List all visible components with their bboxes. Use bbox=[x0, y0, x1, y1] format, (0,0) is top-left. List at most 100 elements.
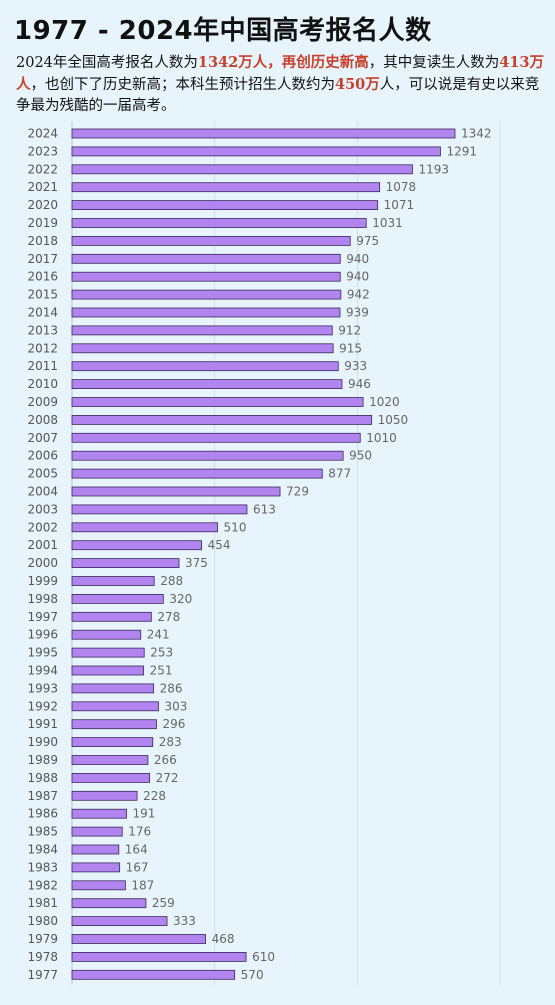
y-tick-label: 2004 bbox=[27, 485, 58, 499]
data-label: 228 bbox=[143, 789, 166, 803]
data-label: 191 bbox=[133, 807, 156, 821]
data-label: 167 bbox=[126, 860, 149, 874]
bar bbox=[71, 432, 361, 443]
y-tick-label: 1998 bbox=[27, 592, 58, 606]
data-label: 176 bbox=[128, 825, 151, 839]
bar bbox=[71, 558, 180, 568]
data-label: 1010 bbox=[366, 431, 397, 445]
y-tick-label: 1983 bbox=[27, 860, 58, 874]
data-label: 613 bbox=[253, 502, 276, 516]
y-tick-label: 1995 bbox=[27, 646, 58, 660]
desc-part-3: ，也创下了历史新高；本科生预计招生人数约为 bbox=[30, 77, 336, 93]
data-label: 940 bbox=[346, 270, 369, 284]
bar bbox=[71, 271, 341, 282]
y-tick-label: 1989 bbox=[27, 753, 58, 767]
data-label: 1031 bbox=[372, 216, 403, 230]
data-label: 940 bbox=[346, 252, 369, 266]
y-tick-label: 2014 bbox=[27, 306, 58, 320]
bar bbox=[71, 719, 157, 730]
data-label: 1342 bbox=[461, 127, 492, 141]
y-tick-label: 2008 bbox=[27, 413, 58, 427]
y-tick-label: 2007 bbox=[27, 431, 58, 445]
data-label: 251 bbox=[150, 664, 173, 678]
bar bbox=[71, 379, 343, 390]
data-label: 975 bbox=[356, 234, 379, 248]
data-label: 912 bbox=[338, 323, 361, 337]
y-tick-label: 1999 bbox=[27, 574, 58, 588]
y-tick-label: 2003 bbox=[27, 502, 58, 516]
bar bbox=[71, 808, 127, 819]
data-label: 288 bbox=[160, 574, 183, 588]
data-label: 286 bbox=[160, 681, 183, 695]
data-label: 1193 bbox=[418, 162, 449, 176]
data-label: 950 bbox=[349, 449, 372, 463]
y-tick-label: 1978 bbox=[27, 950, 58, 964]
y-tick-label: 2009 bbox=[27, 395, 58, 409]
data-label: 164 bbox=[125, 843, 148, 857]
y-tick-label: 1997 bbox=[27, 610, 58, 624]
bar bbox=[71, 629, 142, 640]
data-label: 877 bbox=[328, 467, 351, 481]
y-tick-label: 1977 bbox=[27, 968, 58, 982]
data-label: 303 bbox=[164, 699, 187, 713]
bar bbox=[71, 343, 334, 354]
y-tick-label: 1985 bbox=[27, 825, 58, 839]
data-label: 296 bbox=[162, 717, 185, 731]
y-tick-label: 2023 bbox=[27, 144, 58, 158]
data-label: 375 bbox=[185, 556, 208, 570]
data-label: 729 bbox=[286, 485, 309, 499]
bar bbox=[71, 969, 236, 980]
data-label: 570 bbox=[241, 968, 264, 982]
bar bbox=[71, 737, 154, 747]
bar bbox=[71, 576, 155, 586]
bar bbox=[71, 755, 149, 765]
bar bbox=[71, 880, 126, 891]
bar bbox=[71, 468, 323, 479]
y-tick-label: 2000 bbox=[27, 556, 58, 570]
y-tick-label: 2021 bbox=[27, 180, 58, 194]
data-label: 253 bbox=[150, 646, 173, 660]
y-tick-label: 2019 bbox=[27, 216, 58, 230]
desc-part-2: ，其中复读生人数为 bbox=[368, 55, 500, 71]
y-tick-label: 1993 bbox=[27, 681, 58, 695]
y-tick-label: 2016 bbox=[27, 270, 58, 284]
y-tick-label: 2024 bbox=[27, 127, 58, 141]
data-label: 1071 bbox=[384, 198, 415, 212]
bar bbox=[71, 325, 333, 336]
description-text: 2024年全国高考报名人数为1342万人，再创历史新高，其中复读生人数为413万… bbox=[16, 52, 546, 117]
desc-highlight-undergrad: 450万 bbox=[335, 76, 380, 93]
bar bbox=[71, 665, 145, 676]
bar bbox=[71, 504, 248, 515]
bar bbox=[71, 397, 364, 407]
y-tick-label: 2018 bbox=[27, 234, 58, 248]
data-label: 946 bbox=[348, 377, 371, 391]
bar bbox=[71, 701, 159, 712]
data-label: 915 bbox=[339, 341, 362, 355]
y-tick-label: 1980 bbox=[27, 914, 58, 928]
bar bbox=[71, 916, 168, 926]
desc-part-4: 人，可以说是有史以来竞争最为残酷的一届高考。 bbox=[16, 77, 540, 114]
bar bbox=[71, 522, 218, 533]
bar bbox=[71, 450, 344, 461]
y-tick-label: 1979 bbox=[27, 932, 58, 946]
bar bbox=[71, 594, 164, 604]
bar bbox=[71, 934, 206, 944]
y-tick-label: 2005 bbox=[27, 467, 58, 481]
bar bbox=[71, 683, 155, 694]
bar bbox=[71, 289, 342, 300]
data-label: 320 bbox=[169, 592, 192, 606]
data-label: 468 bbox=[212, 932, 235, 946]
y-tick-label: 2015 bbox=[27, 288, 58, 302]
data-label: 187 bbox=[131, 878, 154, 892]
data-label: 259 bbox=[152, 896, 175, 910]
data-label: 1291 bbox=[446, 144, 477, 158]
y-tick-label: 1981 bbox=[27, 896, 58, 910]
data-label: 278 bbox=[157, 610, 180, 624]
data-label: 510 bbox=[224, 520, 247, 534]
bar bbox=[71, 182, 381, 193]
bar bbox=[71, 164, 413, 175]
data-label: 610 bbox=[252, 950, 275, 964]
bar bbox=[71, 200, 379, 211]
bar bbox=[71, 128, 456, 139]
